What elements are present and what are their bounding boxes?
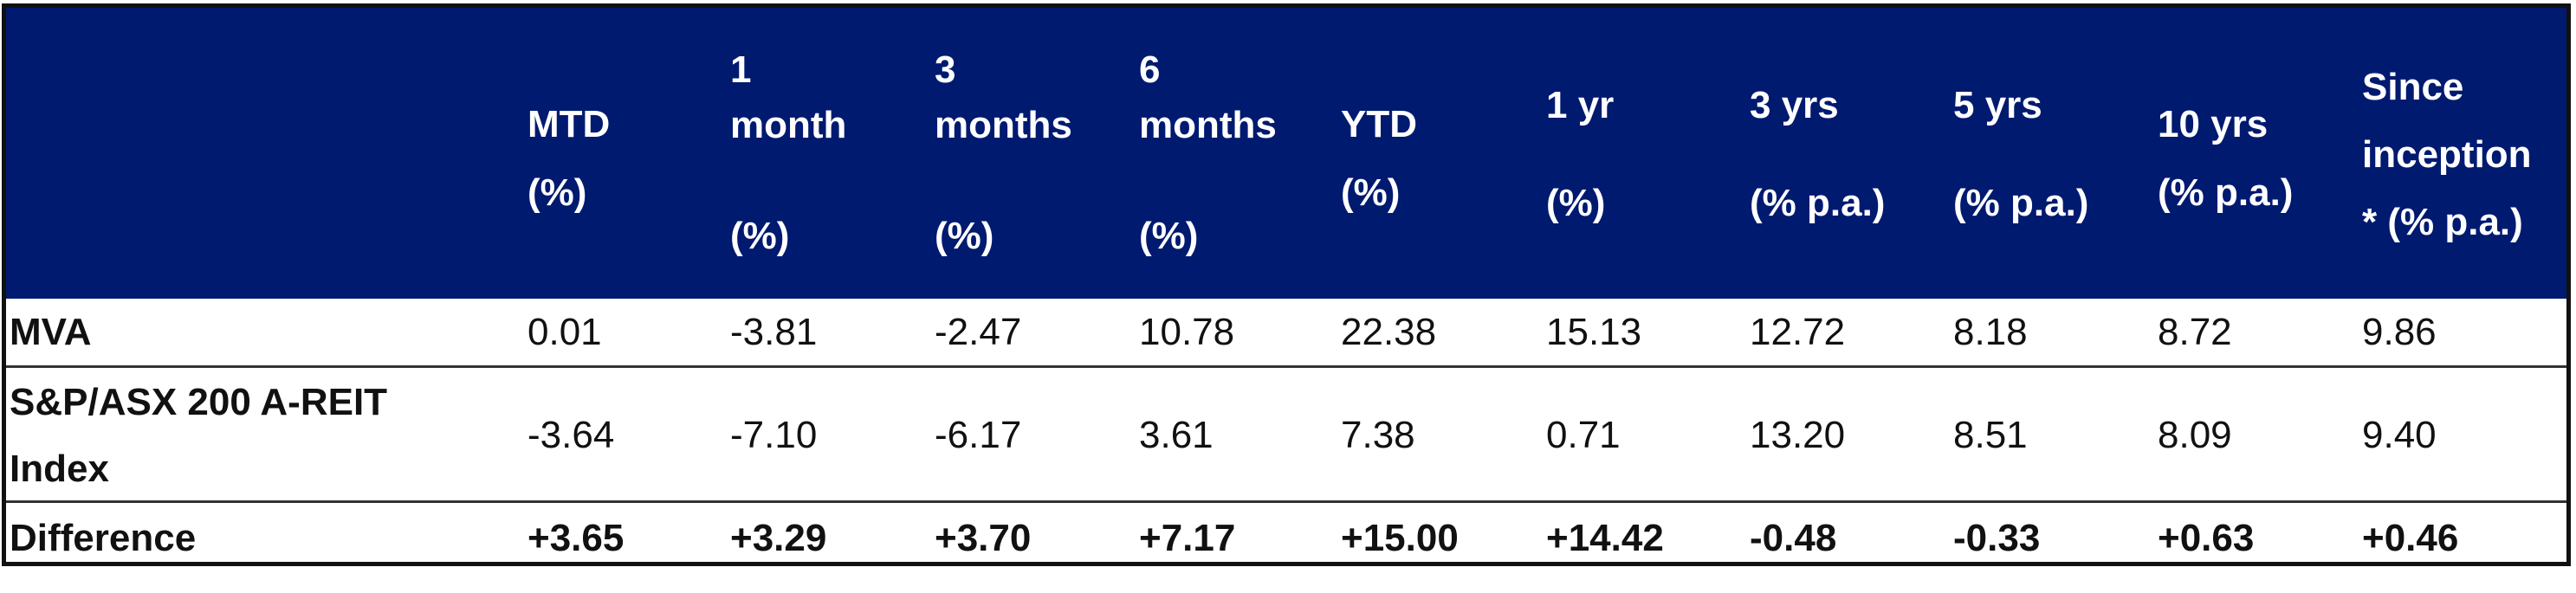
value-cell: +3.65	[527, 516, 625, 559]
column-header: 6 months (%)	[1139, 8, 1277, 264]
table-header: MTD (%) 1 month (%) 3 months (%) 6 months (%) YT…	[6, 8, 2566, 299]
column-header-line: (%)	[1341, 171, 1401, 214]
row-label: Difference	[10, 505, 197, 562]
column-header-line: inception	[2362, 133, 2532, 176]
value-cell: -3.64	[527, 414, 615, 456]
value-cell: -0.33	[1953, 516, 2041, 559]
value-cell: 15.13	[1546, 310, 1642, 353]
column-header: Since inception * (% p.a.)	[2362, 8, 2532, 256]
value-cell: 7.38	[1341, 414, 1415, 456]
value-cell: 0.71	[1546, 414, 1621, 456]
value-cell: +3.70	[935, 516, 1032, 559]
value-cell: 12.72	[1750, 310, 1846, 353]
column-header-line: 6	[1139, 48, 1161, 91]
column-header-line: month	[730, 104, 847, 146]
value-cell: +3.29	[730, 516, 827, 559]
value-cell: 8.18	[1953, 310, 2028, 353]
row-label: S&P/ASX 200 A-REIT Index	[10, 369, 387, 502]
table-row: S&P/ASX 200 A-REIT Index -3.64 -7.10 -6.17 3.…	[6, 365, 2566, 503]
column-header-line: (% p.a.)	[1953, 181, 2089, 224]
column-header: 1 month (%)	[730, 8, 846, 264]
column-header: 5 yrs (% p.a.)	[1953, 8, 2088, 252]
column-header-line: (%)	[1139, 215, 1199, 257]
value-cell: +0.63	[2158, 516, 2255, 559]
value-cell: 13.20	[1750, 414, 1846, 456]
row-label-line: Index	[10, 448, 109, 490]
value-cell: +0.46	[2362, 516, 2459, 559]
value-cell: -2.47	[935, 310, 1022, 353]
value-cell: -7.10	[730, 414, 818, 456]
column-header: 10 yrs (% p.a.)	[2158, 8, 2293, 227]
column-header-line: * (% p.a.)	[2362, 201, 2523, 243]
column-header-line	[730, 153, 846, 209]
value-cell: +14.42	[1546, 516, 1664, 559]
column-header-line: Since	[2362, 66, 2464, 108]
column-header: YTD (%)	[1341, 8, 1417, 227]
column-header-line: months	[935, 104, 1072, 146]
column-header-line: months	[1139, 104, 1277, 146]
column-header-line: 1	[730, 48, 752, 91]
column-header-line: 5 yrs	[1953, 83, 2042, 126]
row-label-line: S&P/ASX 200 A-REIT	[10, 381, 388, 423]
column-header-line: (%)	[730, 215, 790, 257]
value-cell: 0.01	[527, 310, 602, 353]
column-header: MTD (%)	[527, 8, 610, 227]
column-header: 1 yr (%)	[1546, 8, 1614, 252]
table-row: Difference +3.65 +3.29 +3.70 +7.17 +15.00 +14.…	[6, 500, 2566, 562]
row-label-line: Difference	[10, 517, 197, 559]
column-header-line: 10 yrs	[2158, 102, 2269, 145]
column-header-line: (% p.a.)	[2158, 171, 2294, 214]
value-cell: 10.78	[1139, 310, 1235, 353]
value-cell: 3.61	[1139, 414, 1214, 456]
value-cell: -0.48	[1750, 516, 1837, 559]
column-header-line: (% p.a.)	[1750, 181, 1886, 224]
column-header-line: (%)	[1546, 181, 1606, 224]
column-header-line	[935, 153, 1072, 209]
column-header-line: YTD	[1341, 102, 1417, 145]
column-header-line: 3 yrs	[1750, 83, 1839, 126]
value-cell: 8.51	[1953, 414, 2028, 456]
column-header-line: MTD	[527, 102, 611, 145]
value-cell: 9.40	[2362, 414, 2437, 456]
value-cell: 22.38	[1341, 310, 1437, 353]
row-label: MVA	[10, 299, 92, 365]
table-row: MVA 0.01 -3.81 -2.47 10.78 22.38 15.13 12.72 8.1…	[6, 299, 2566, 365]
value-cell: +15.00	[1341, 516, 1459, 559]
column-header: 3 months (%)	[935, 8, 1072, 264]
value-cell: -6.17	[935, 414, 1022, 456]
performance-table: MTD (%) 1 month (%) 3 months (%) 6 months (%) YT…	[2, 3, 2571, 566]
column-header-line	[1139, 153, 1277, 209]
value-cell: 8.72	[2158, 310, 2232, 353]
row-label-line: MVA	[10, 311, 92, 353]
column-header-line: (%)	[527, 171, 587, 214]
column-header-line: (%)	[935, 215, 994, 257]
column-header-line: 1 yr	[1546, 83, 1615, 126]
value-cell: 9.86	[2362, 310, 2437, 353]
value-cell: +7.17	[1139, 516, 1236, 559]
column-header: 3 yrs (% p.a.)	[1750, 8, 1885, 252]
value-cell: -3.81	[730, 310, 818, 353]
column-header-line: 3	[935, 48, 956, 91]
value-cell: 8.09	[2158, 414, 2232, 456]
